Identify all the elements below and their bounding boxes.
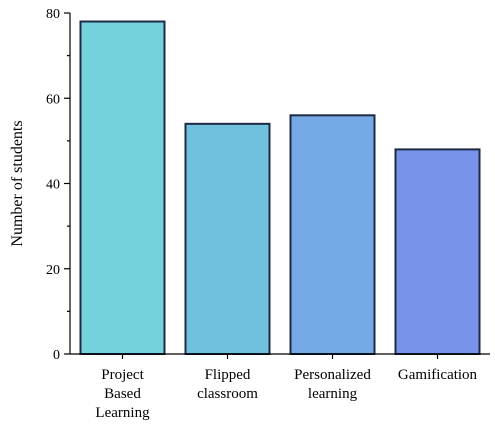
y-tick-label: 20 <box>46 263 60 278</box>
bar <box>184 122 271 355</box>
y-ticks-group: 0 20 40 60 80 <box>46 7 70 363</box>
x-category-label-line: learning <box>308 386 358 402</box>
x-category-label-line: Gamification <box>398 367 478 383</box>
y-tick-label: 40 <box>46 178 60 193</box>
x-category-label-line: Flipped <box>205 367 251 383</box>
bar <box>394 148 481 355</box>
x-category-label-line: Personalized <box>294 367 371 383</box>
x-category-label-line: classroom <box>197 386 258 402</box>
x-category-label: Project Based Learning <box>95 367 150 421</box>
bar <box>289 114 376 355</box>
bars-group <box>79 20 481 356</box>
y-tick-label: 80 <box>46 7 60 22</box>
y-tick-label: 0 <box>53 348 60 363</box>
x-category-label: Flipped classroom <box>197 367 258 402</box>
x-category-label-line: Project <box>101 367 144 383</box>
x-category-label-line: Learning <box>95 405 150 421</box>
y-tick-label: 60 <box>46 92 60 107</box>
x-category-label: Personalized learning <box>294 367 371 402</box>
x-category-label: Gamification <box>398 367 478 383</box>
bar <box>79 20 166 356</box>
x-labels-group: Project Based Learning Flipped classroom Pers… <box>95 354 478 421</box>
y-axis-title: Number of students <box>9 120 26 246</box>
x-category-label-line: Based <box>104 386 141 402</box>
